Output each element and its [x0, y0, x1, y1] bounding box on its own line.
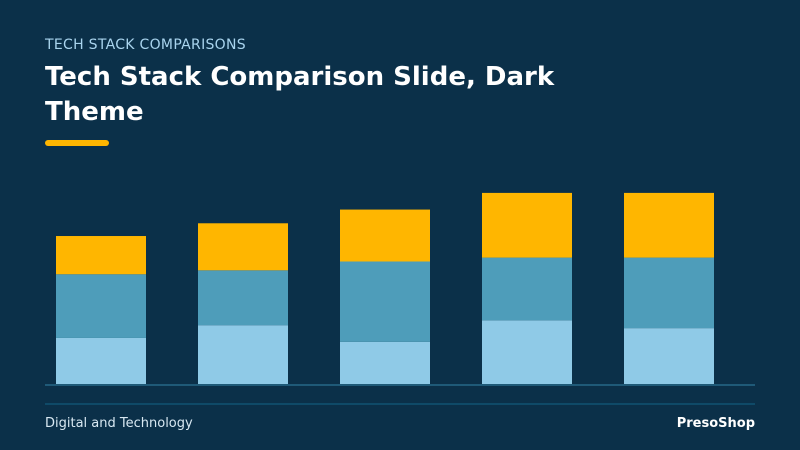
bar-2-segment-1 — [198, 325, 288, 384]
bar-3-segment-1 — [340, 341, 430, 384]
bar-1-segment-3 — [56, 236, 146, 275]
bars-group — [56, 192, 714, 384]
bar-3-segment-2 — [340, 261, 430, 342]
slide-eyebrow: TECH STACK COMPARISONS — [45, 37, 246, 53]
bar-3-segment-3 — [340, 209, 430, 262]
bar-5-segment-2 — [624, 257, 714, 329]
bar-4-segment-1 — [482, 320, 572, 384]
bar-1-segment-1 — [56, 337, 146, 384]
bar-2-segment-2 — [198, 270, 288, 326]
slide-title: Tech Stack Comparison Slide, Dark Theme — [45, 62, 555, 127]
bar-4-segment-3 — [482, 192, 572, 258]
footer-divider — [45, 403, 755, 405]
bar-2-segment-3 — [198, 223, 288, 271]
bar-5-segment-3 — [624, 192, 714, 258]
title-accent-bar — [45, 140, 109, 146]
footer-category: Digital and Technology — [45, 416, 193, 431]
bar-1-segment-2 — [56, 274, 146, 338]
bar-5-segment-1 — [624, 328, 714, 384]
bar-4-segment-2 — [482, 257, 572, 321]
footer-brand: PresoShop — [676, 416, 755, 431]
